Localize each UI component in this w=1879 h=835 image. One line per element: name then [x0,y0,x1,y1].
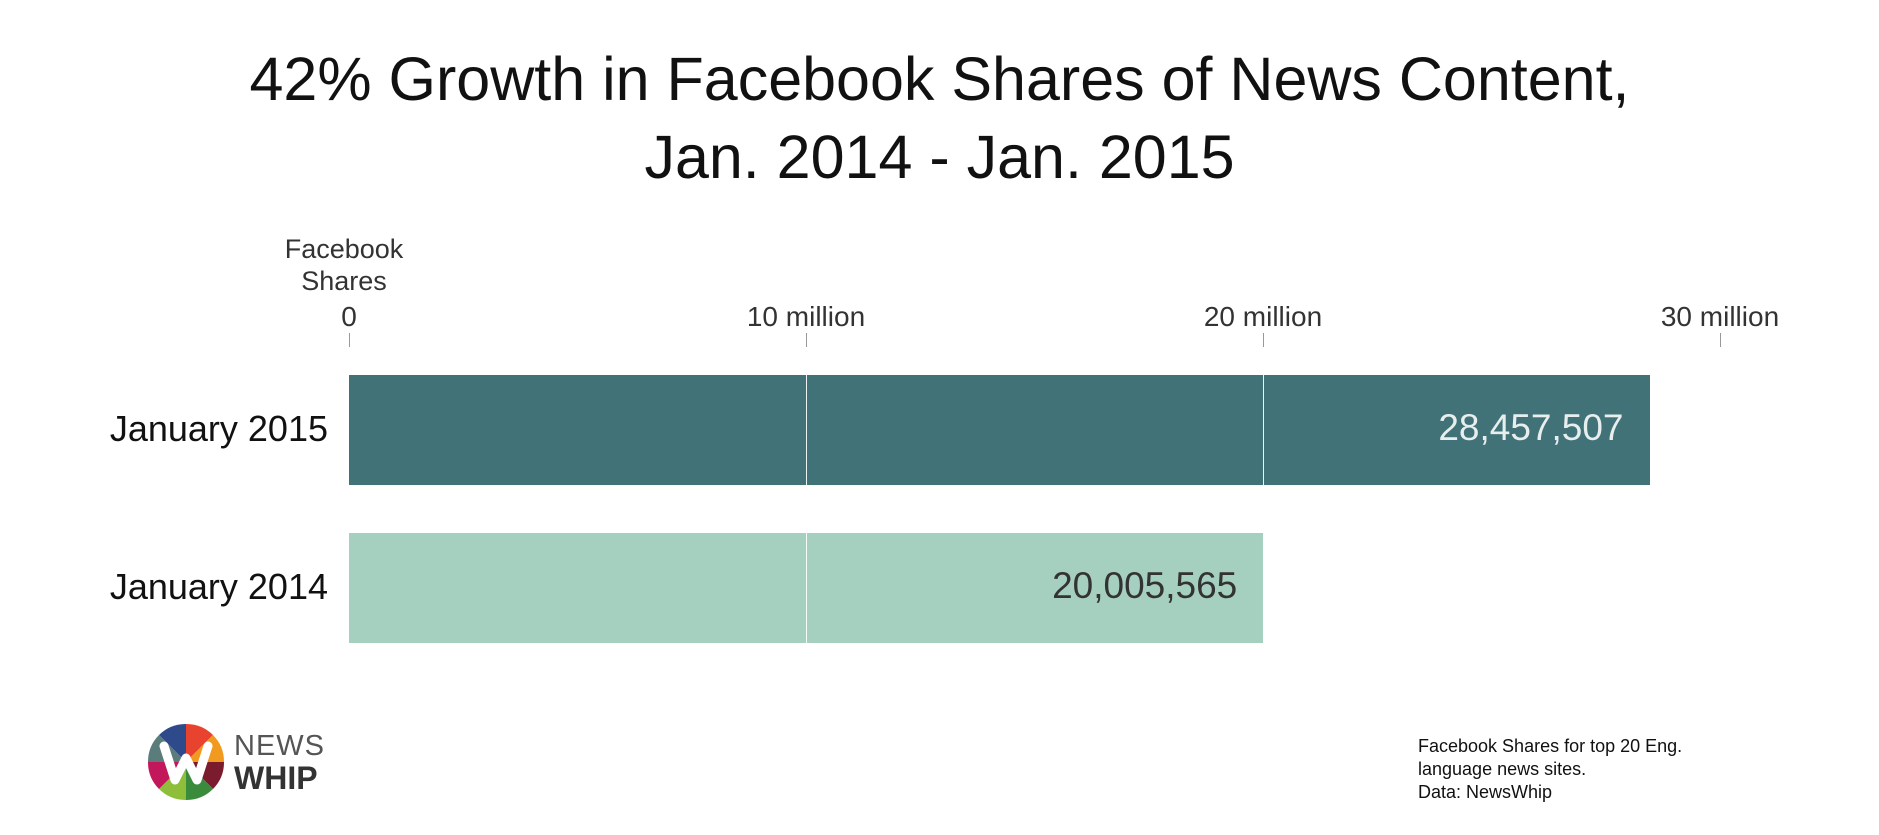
chart-title: 42% Growth in Facebook Shares of News Co… [0,40,1879,196]
tick-label-2: 20 million [1203,301,1323,332]
bar-0 [349,375,1650,485]
bar-1-gridline-2 [1263,533,1264,643]
bar-0-gridline-1 [806,375,807,485]
footnote-line-3: Data: NewsWhip [1418,782,1553,802]
logo-whip-text: WHIP [234,760,318,796]
value-label-0: 28,457,507 [1438,407,1624,448]
footnote-line-1: Facebook Shares for top 20 Eng. [1418,736,1683,756]
tick-mark-2 [1263,333,1264,347]
axis-label-line-2: Shares [301,266,387,296]
axis-label-line-1: Facebook [284,234,404,264]
tick-mark-0 [349,333,350,347]
tick-mark-3 [1720,333,1721,347]
bar-0-gridline-2 [1263,375,1264,485]
footnote: Facebook Shares for top 20 Eng. language… [1418,735,1682,804]
newswhip-logo-text: NEWS WHIP [234,730,325,794]
tick-label-3: 30 million [1660,301,1780,332]
bar-1-gridline-1 [806,533,807,643]
logo-news-text: NEWS [234,730,325,762]
chart-title-line-1: 42% Growth in Facebook Shares of News Co… [249,45,1630,113]
chart-title-line-2: Jan. 2014 - Jan. 2015 [644,123,1235,191]
category-label-1: January 2014 [109,566,328,607]
value-label-1: 20,005,565 [1052,565,1238,606]
tick-label-0: 0 [341,301,357,332]
newswhip-logo-icon [148,724,224,800]
axis-label: Facebook Shares [278,233,410,297]
category-label-0: January 2015 [109,408,328,449]
footnote-line-2: language news sites. [1418,759,1587,779]
tick-label-1: 10 million [746,301,866,332]
tick-mark-1 [806,333,807,347]
